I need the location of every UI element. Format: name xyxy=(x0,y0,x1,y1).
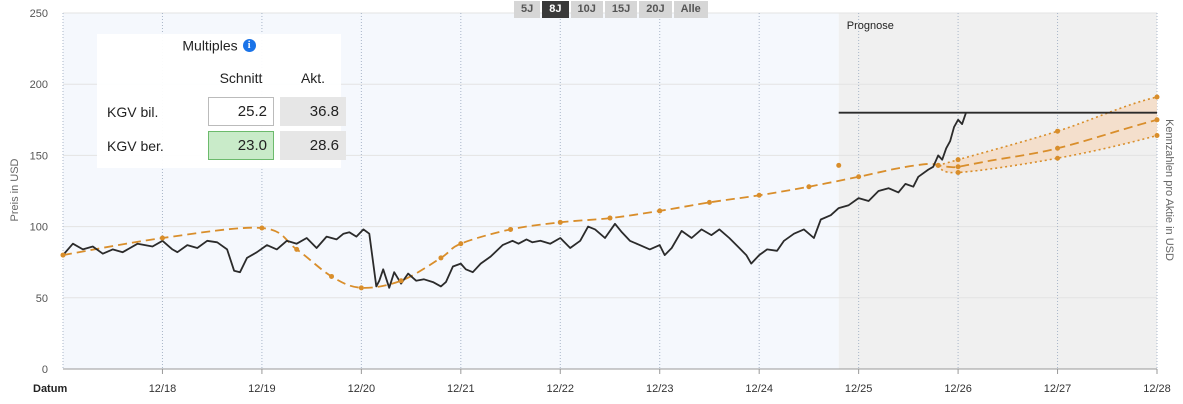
fair-value-marker xyxy=(706,199,712,205)
fair-value-marker xyxy=(398,278,404,284)
fair-value-marker xyxy=(756,192,762,198)
fair-value-marker xyxy=(557,219,563,225)
x-tick-label: 12/22 xyxy=(547,383,575,395)
forecast-band xyxy=(938,97,1157,173)
forecast-band-marker xyxy=(1154,94,1160,100)
forecast-upper-line xyxy=(937,96,1157,167)
range-tabs: 5J 8J 10J 15J 20J Alle xyxy=(514,1,708,18)
fair-value-marker xyxy=(508,226,514,232)
forecast-start-marker xyxy=(836,162,842,168)
forecast-band-marker xyxy=(1055,128,1061,134)
x-axis-title: Datum xyxy=(33,383,67,395)
forecast-band-marker xyxy=(1055,155,1061,161)
x-tick-label: 12/27 xyxy=(1044,383,1072,395)
multiples-panel: Multiples i Schnitt Akt. KGV bil. 25.2 36… xyxy=(97,34,346,168)
multiples-title: Multiples i xyxy=(97,36,341,53)
forecast-background xyxy=(838,13,1157,369)
y-axis-title: Preis in USD xyxy=(9,158,21,221)
fair-value-marker xyxy=(60,252,66,258)
price-line xyxy=(62,112,967,289)
range-tab-5j[interactable]: 5J xyxy=(514,1,541,18)
row-label-kgv-bil: KGV bil. xyxy=(107,104,159,120)
col-header-akt: Akt. xyxy=(300,70,326,86)
multiples-title-text: Multiples xyxy=(182,37,238,54)
forecast-band-marker xyxy=(1154,132,1160,138)
y-tick-label: 250 xyxy=(30,8,48,20)
x-tick-label: 12/21 xyxy=(447,383,475,395)
fair-value-marker xyxy=(458,241,464,247)
x-tick-label: 12/18 xyxy=(149,383,177,395)
fair-value-marker xyxy=(1055,145,1061,151)
y-tick-label: 100 xyxy=(30,222,48,234)
info-icon[interactable]: i xyxy=(242,38,256,52)
kgv-bil-akt: 36.8 xyxy=(280,97,346,126)
fair-value-marker xyxy=(856,174,862,180)
forecast-band-marker xyxy=(955,169,961,175)
y-tick-label: 50 xyxy=(36,293,48,305)
x-tick-label: 12/20 xyxy=(348,383,376,395)
fair-value-marker xyxy=(806,184,812,190)
row-label-kgv-ber: KGV ber. xyxy=(107,138,164,154)
x-tick-label: 12/26 xyxy=(944,383,972,395)
x-tick-label: 12/19 xyxy=(248,383,276,395)
range-tab-8j[interactable]: 8J xyxy=(542,1,569,18)
forecast-band-marker xyxy=(935,162,941,168)
fair-value-marker xyxy=(607,215,613,221)
fair-value-marker xyxy=(294,246,300,252)
fair-value-marker xyxy=(657,208,663,214)
forecast-band-marker xyxy=(955,157,961,163)
x-tick-label: 12/28 xyxy=(1143,383,1171,395)
fair-value-marker xyxy=(329,273,335,279)
range-tab-15j[interactable]: 15J xyxy=(604,1,638,18)
y-tick-label: 150 xyxy=(30,150,48,162)
fair-value-marker xyxy=(438,255,444,261)
fair-value-line xyxy=(63,118,1157,289)
range-tab-alle[interactable]: Alle xyxy=(673,1,708,18)
fair-value-marker xyxy=(1154,117,1160,123)
range-tab-20j[interactable]: 20J xyxy=(639,1,672,18)
fair-value-marker xyxy=(159,235,165,241)
kgv-ber-schnitt: 23.0 xyxy=(208,131,274,160)
y-tick-label: 200 xyxy=(30,79,48,91)
y2-axis-title: Kennzahlen pro Aktie in USD xyxy=(1163,119,1175,261)
col-header-schnitt: Schnitt xyxy=(219,70,263,86)
y-tick-label: 0 xyxy=(42,364,48,376)
forecast-label: Prognose xyxy=(847,20,894,32)
fair-value-marker xyxy=(955,164,961,170)
x-tick-label: 12/23 xyxy=(646,383,674,395)
kgv-ber-akt: 28.6 xyxy=(280,131,346,160)
x-tick-label: 12/25 xyxy=(845,383,873,395)
range-tab-10j[interactable]: 10J xyxy=(570,1,603,18)
x-tick-label: 12/24 xyxy=(745,383,773,395)
fair-value-marker xyxy=(259,225,265,231)
fair-value-marker xyxy=(358,285,364,291)
kgv-bil-schnitt: 25.2 xyxy=(208,97,274,126)
